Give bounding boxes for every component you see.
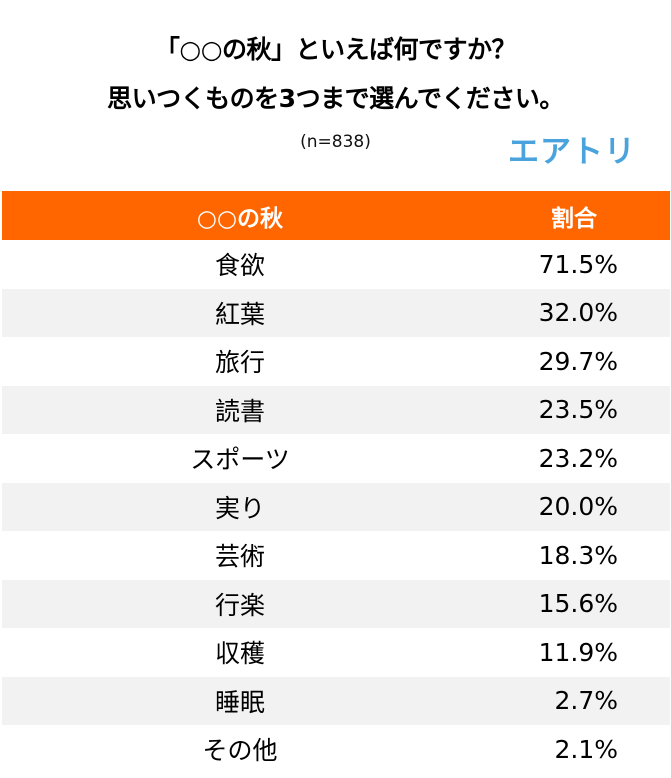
table-row: 旅行 29.7% — [2, 337, 670, 386]
sample-size: (n=838) — [300, 132, 371, 152]
column-header-ratio: 割合 — [551, 205, 597, 232]
table-row: 読書 23.5% — [2, 385, 670, 434]
row-label: 読書 — [214, 396, 265, 426]
row-value: 32.0% — [538, 298, 618, 328]
row-label: 食欲 — [214, 251, 265, 281]
table-row: 収穫 11.9% — [2, 628, 670, 677]
row-label: 睡眠 — [214, 687, 265, 717]
row-value: 71.5% — [538, 249, 618, 279]
results-table: ○○の秋 割合 食欲 71.5% 紅葉 32.0% 旅行 29.7% 読書 23… — [2, 191, 670, 774]
table-row: スポーツ 23.2% — [2, 434, 670, 483]
row-value: 23.2% — [538, 443, 618, 473]
table-row: 食欲 71.5% — [2, 240, 670, 289]
airtrip-logo: エアトリ — [508, 134, 636, 170]
row-label: 行楽 — [214, 590, 265, 620]
table-row: 行楽 15.6% — [2, 579, 670, 628]
row-label: 旅行 — [214, 348, 265, 378]
table-row: その他 2.1% — [2, 725, 670, 774]
row-value: 2.7% — [554, 686, 618, 716]
row-label: その他 — [202, 736, 278, 766]
row-value: 20.0% — [538, 492, 618, 522]
row-label: 芸術 — [214, 542, 265, 572]
table-row: 睡眠 2.7% — [2, 676, 670, 725]
row-value: 29.7% — [538, 346, 618, 376]
survey-question-line-1: 「○○の秋」といえば何ですか？ — [154, 35, 517, 64]
row-label: スポーツ — [190, 445, 290, 475]
row-label: 収穫 — [214, 639, 265, 669]
row-value: 11.9% — [538, 637, 618, 667]
column-header-category: ○○の秋 — [196, 205, 284, 232]
table-row: 芸術 18.3% — [2, 531, 670, 580]
row-value: 18.3% — [538, 540, 618, 570]
table-row: 紅葉 32.0% — [2, 288, 670, 337]
row-value: 15.6% — [538, 589, 618, 619]
row-label: 紅葉 — [214, 299, 265, 329]
survey-question-line-2: 思いつくものを3つまで選んでください。 — [107, 84, 564, 113]
row-value: 23.5% — [538, 395, 618, 425]
table-row: 実り 20.0% — [2, 482, 670, 531]
row-value: 2.1% — [554, 734, 618, 764]
row-label: 実り — [214, 493, 265, 523]
table-header: ○○の秋 割合 — [2, 191, 670, 240]
